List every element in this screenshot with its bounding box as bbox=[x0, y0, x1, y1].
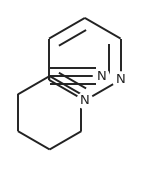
Text: N: N bbox=[116, 73, 125, 86]
Circle shape bbox=[77, 93, 93, 109]
Text: N: N bbox=[96, 69, 106, 83]
Circle shape bbox=[113, 72, 128, 88]
Circle shape bbox=[93, 68, 109, 84]
Text: N: N bbox=[80, 94, 90, 107]
